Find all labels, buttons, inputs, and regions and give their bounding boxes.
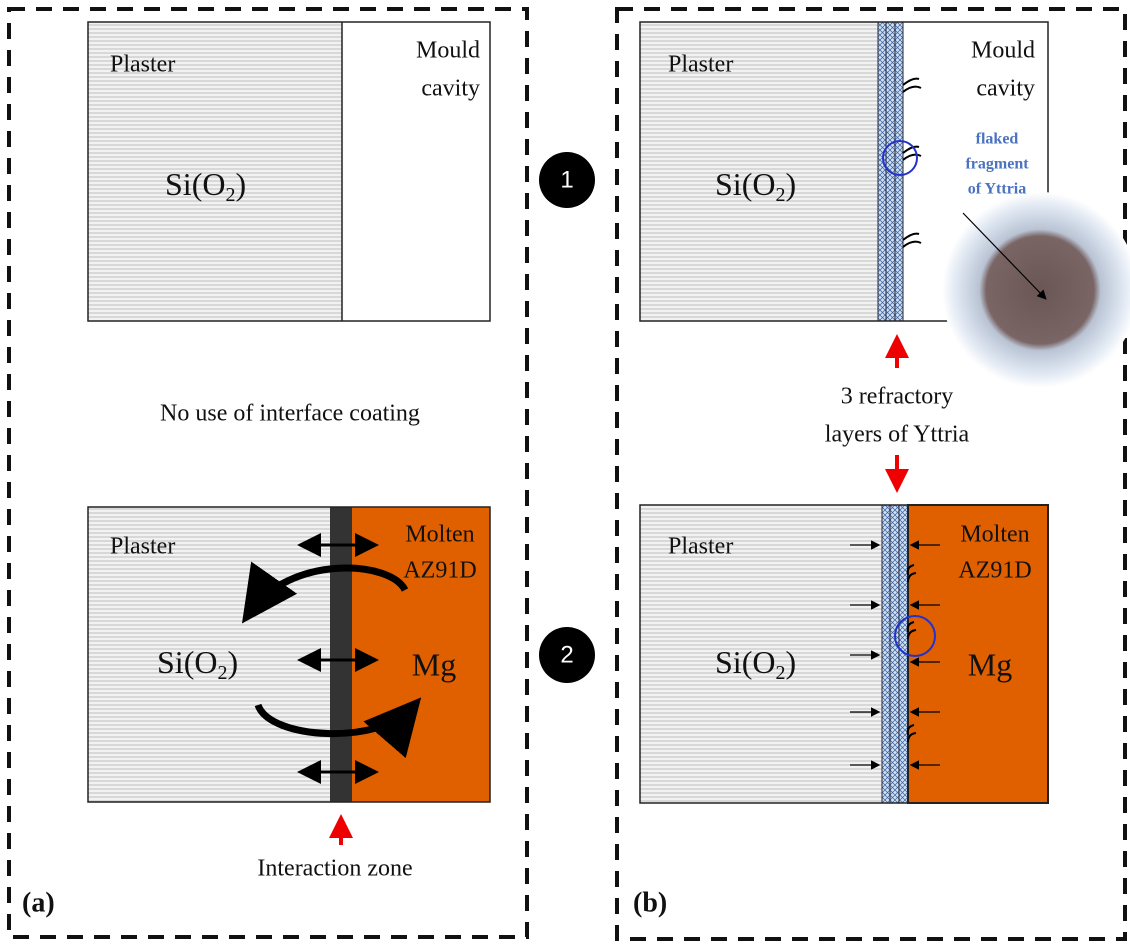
label: AZ91D <box>403 558 476 584</box>
label: 3 refractory <box>841 384 954 410</box>
label: Molten <box>960 522 1029 548</box>
photo <box>942 192 1130 388</box>
caption: No use of interface coating <box>160 401 420 427</box>
label: Plaster <box>110 534 175 560</box>
label: cavity <box>976 76 1035 102</box>
label: AZ91D <box>958 558 1031 584</box>
annotation: flaked <box>976 131 1019 148</box>
label: Plaster <box>110 52 175 78</box>
label: layers of Yttria <box>825 422 970 448</box>
label: Plaster <box>668 52 733 78</box>
label: Molten <box>405 522 474 548</box>
panel-tag: (b) <box>633 887 667 918</box>
annotation: fragment <box>965 156 1029 173</box>
label: Plaster <box>668 534 733 560</box>
annotation: of Yttria <box>968 181 1027 198</box>
panel-tag: (a) <box>22 887 55 918</box>
label: Mg <box>412 646 456 682</box>
step-number: 2 <box>560 641 573 668</box>
label: cavity <box>421 76 480 102</box>
step-number: 1 <box>560 166 573 193</box>
label: Mg <box>968 646 1012 682</box>
label: Interaction zone <box>257 856 412 882</box>
label: Mould <box>971 38 1035 64</box>
diagram: Plaster Mould cavity Si(O2) No use of in… <box>0 0 1130 945</box>
label: Mould <box>416 38 480 64</box>
